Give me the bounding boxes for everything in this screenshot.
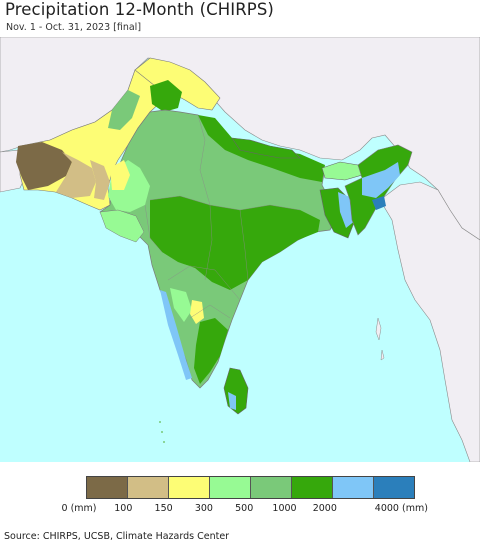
legend-tick-label: 4000 (mm) xyxy=(374,503,428,514)
island-dot xyxy=(159,421,161,423)
legend-swatch xyxy=(373,477,414,498)
legend-swatch xyxy=(250,477,291,498)
outside-land-east xyxy=(379,181,480,462)
andaman-islands xyxy=(375,317,385,361)
region-gujarat xyxy=(99,209,145,243)
region-north-pak-green xyxy=(108,90,140,130)
map-subtitle: Nov. 1 - Oct. 31, 2023 [final] xyxy=(6,22,142,33)
precipitation-map xyxy=(0,37,480,462)
region-western-ghats xyxy=(160,290,192,380)
region-tamilnadu xyxy=(194,318,228,384)
legend-tick-label: 500 xyxy=(235,503,254,514)
region-baluchistan-dry xyxy=(16,142,72,190)
legend-tick-label: 150 xyxy=(154,503,173,514)
region-nepal xyxy=(231,137,301,159)
legend-swatch xyxy=(168,477,209,498)
map-canvas xyxy=(0,37,480,462)
map-title: Precipitation 12-Month (CHIRPS) xyxy=(5,0,274,19)
region-baluchistan-tan xyxy=(56,152,96,198)
legend-tick-label: 100 xyxy=(114,503,133,514)
region-thar-yellow xyxy=(110,160,130,190)
state-borders xyxy=(144,114,301,319)
legend-swatch xyxy=(127,477,168,498)
legend-tick-label: 1000 xyxy=(272,503,297,514)
region-rayalaseema xyxy=(190,300,204,324)
source-credit: Source: CHIRPS, UCSB, Climate Hazards Ce… xyxy=(4,531,230,542)
legend-swatch xyxy=(332,477,373,498)
legend-bar xyxy=(86,476,415,499)
legend-tick-label: 300 xyxy=(194,503,213,514)
island-dot xyxy=(163,441,165,443)
region-meghalaya-wet xyxy=(372,196,386,210)
region-kashmir-green xyxy=(150,80,182,112)
legend-swatch xyxy=(209,477,250,498)
legend-swatch xyxy=(87,477,127,498)
legend-tick-label: 0 (mm) xyxy=(61,503,97,514)
island-dot xyxy=(161,431,163,433)
legend-swatch xyxy=(291,477,332,498)
region-deccan-dry xyxy=(170,288,192,322)
region-sindh-tan xyxy=(90,160,110,200)
region-sri-lanka-wet xyxy=(228,392,236,410)
region-assam-wet xyxy=(362,162,400,198)
legend-tick-label: 2000 xyxy=(312,503,337,514)
